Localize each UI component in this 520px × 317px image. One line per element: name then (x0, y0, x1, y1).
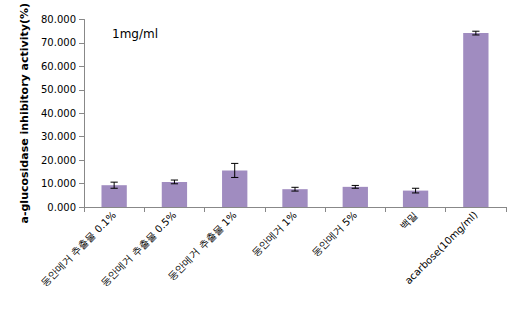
svg-text:백밀: 백밀 (398, 209, 420, 231)
svg-text:동안메거 추출물 0.5%: 동안메거 추출물 0.5% (99, 209, 179, 289)
svg-text:동안메거 추출물 0.1%: 동안메거 추출물 0.1% (38, 209, 118, 289)
svg-text:30.000: 30.000 (41, 131, 76, 142)
svg-text:동안메거 5%: 동안메거 5% (310, 209, 360, 259)
svg-text:동안메거 추출물 1%: 동안메거 추출물 1% (166, 209, 239, 282)
svg-text:1mg/ml: 1mg/ml (112, 27, 158, 41)
svg-text:20.000: 20.000 (41, 155, 76, 166)
svg-text:동안메거 1%: 동안메거 1% (249, 209, 299, 259)
svg-text:10.000: 10.000 (41, 178, 76, 189)
svg-text:acarbose(10mg/ml): acarbose(10mg/ml) (403, 209, 480, 286)
svg-text:60.000: 60.000 (41, 61, 76, 72)
svg-text:0.000: 0.000 (47, 202, 76, 213)
svg-text:40.000: 40.000 (41, 108, 76, 119)
svg-text:70.000: 70.000 (41, 37, 76, 48)
svg-text:a-glucosidase inhibitory activ: a-glucosidase inhibitory activity(%) (18, 3, 31, 224)
svg-text:80.000: 80.000 (41, 14, 76, 25)
svg-text:50.000: 50.000 (41, 84, 76, 95)
